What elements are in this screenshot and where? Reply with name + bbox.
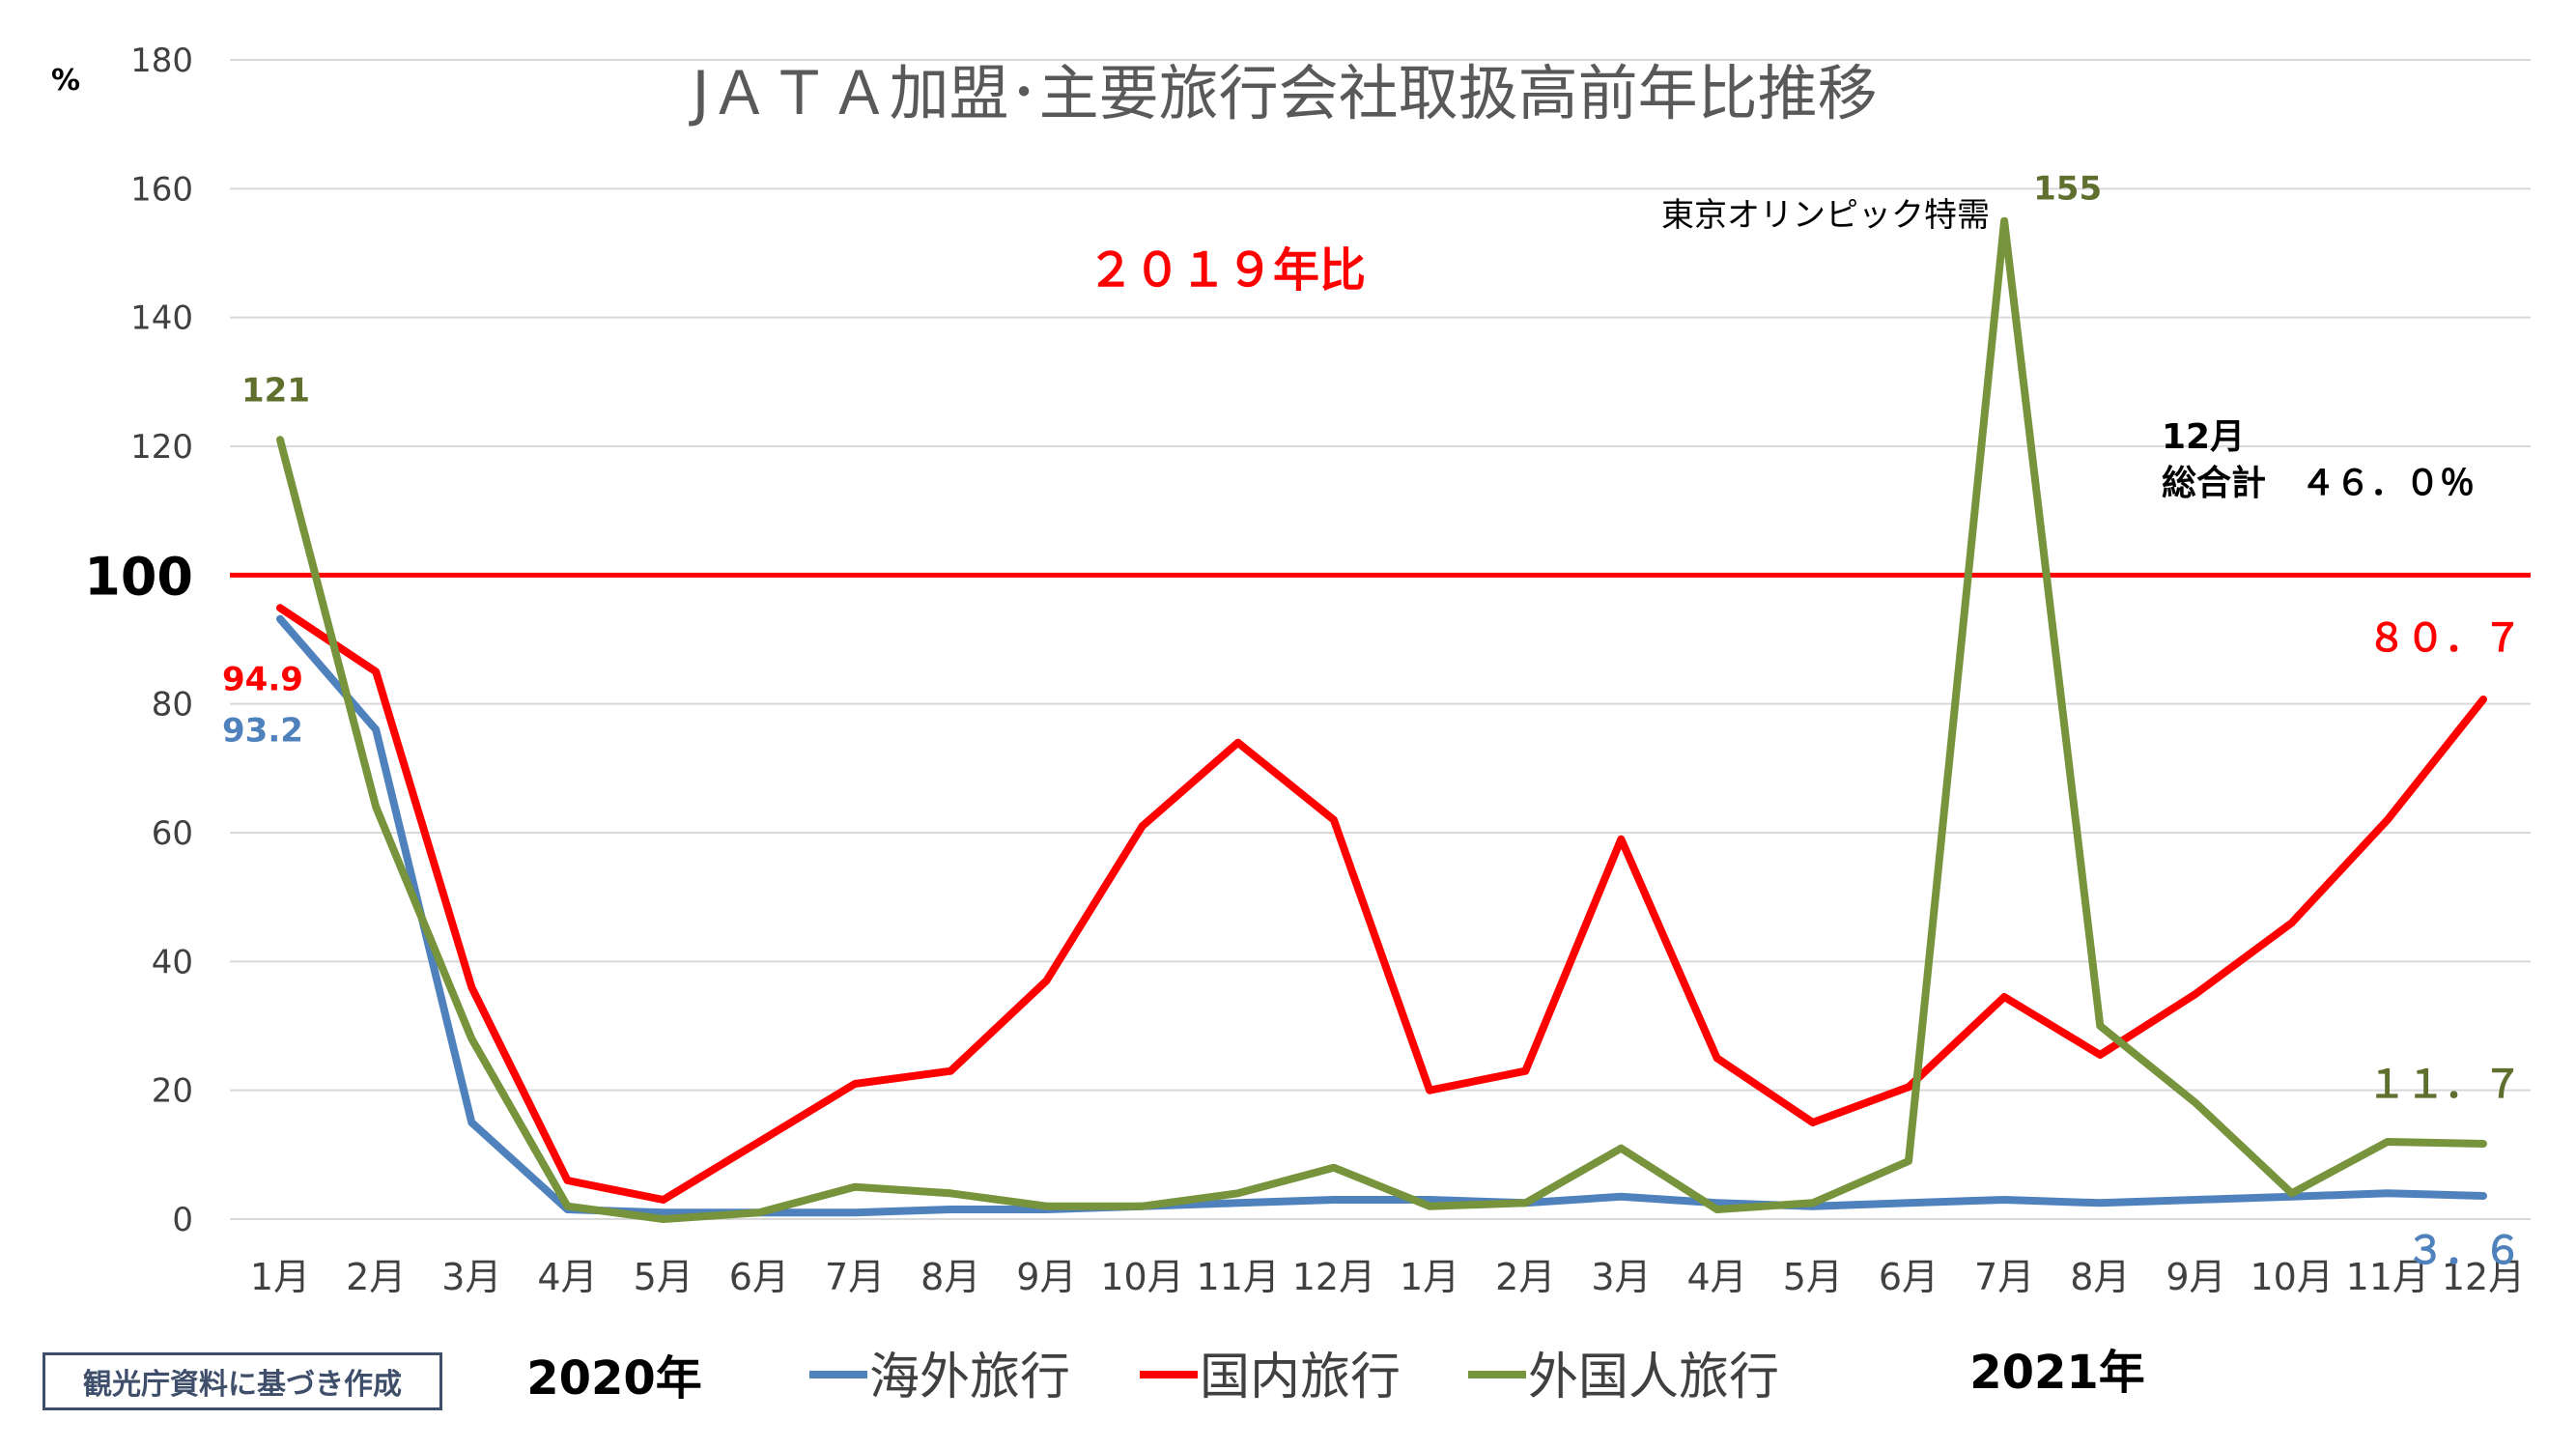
y-tick-label: 160 bbox=[130, 170, 193, 209]
legend-item-inbound: 外国人旅行 bbox=[1468, 1349, 1779, 1406]
y-tick-label: 120 bbox=[130, 428, 193, 467]
legend-label-domestic: 国内旅行 bbox=[1200, 1349, 1401, 1406]
legend-label-overseas: 海外旅行 bbox=[869, 1349, 1070, 1406]
reference-line-label: 100 bbox=[84, 546, 193, 607]
x-tick-label: 8月 bbox=[920, 1256, 980, 1298]
x-tick-label: 9月 bbox=[2166, 1256, 2225, 1298]
x-tick-label: 7月 bbox=[825, 1256, 885, 1298]
series-lines bbox=[276, 216, 2487, 1223]
x-tick-label: 10月 bbox=[2250, 1256, 2333, 1298]
year-label-2020: 2020年 bbox=[526, 1351, 702, 1406]
series-line-inbound bbox=[276, 216, 2487, 1223]
data-label: ８０．７ bbox=[2367, 616, 2522, 661]
legend-item-domestic: 国内旅行 bbox=[1140, 1349, 1401, 1406]
x-tick-label: 5月 bbox=[1783, 1256, 1843, 1298]
y-axis-unit: % bbox=[51, 64, 80, 98]
y-axis-ticks: 0 20 40 60 80 120 140 160 180 bbox=[130, 42, 193, 1239]
y-tick-label: 0 bbox=[172, 1201, 193, 1239]
reference-line-group: 100 bbox=[84, 546, 2531, 607]
x-tick-label: 5月 bbox=[634, 1256, 694, 1298]
gridlines bbox=[230, 59, 2531, 1220]
x-tick-label: 11月 bbox=[2346, 1256, 2429, 1298]
chart-subtitle: ２０１９年比 bbox=[1088, 243, 1366, 298]
x-tick-label: 1月 bbox=[250, 1256, 310, 1298]
legend-label-inbound: 外国人旅行 bbox=[1528, 1349, 1779, 1406]
year-label-2021: 2021年 bbox=[1969, 1346, 2145, 1400]
data-labels: 121 94.9 93.2 155 ８０．７ １１．７ ３．６ bbox=[222, 170, 2522, 1273]
y-tick-label: 140 bbox=[130, 299, 193, 338]
x-tick-label: 1月 bbox=[1400, 1256, 1459, 1298]
y-tick-label: 80 bbox=[152, 686, 193, 724]
x-tick-label: 3月 bbox=[1591, 1256, 1651, 1298]
series-line-domestic bbox=[276, 604, 2487, 1204]
legend: 海外旅行 国内旅行 外国人旅行 bbox=[809, 1349, 1779, 1406]
y-tick-label: 40 bbox=[152, 943, 193, 981]
total-month-label: 12月 bbox=[2162, 417, 2245, 457]
x-tick-label: 4月 bbox=[1687, 1256, 1747, 1298]
x-tick-label: 4月 bbox=[537, 1256, 597, 1298]
legend-item-overseas: 海外旅行 bbox=[809, 1349, 1070, 1406]
data-label: ３．６ bbox=[2406, 1229, 2522, 1273]
x-tick-label: 2月 bbox=[346, 1256, 406, 1298]
data-label: １１．７ bbox=[2367, 1063, 2522, 1107]
x-tick-label: 10月 bbox=[1100, 1256, 1183, 1298]
data-label: 121 bbox=[241, 371, 310, 410]
y-tick-label: 180 bbox=[130, 42, 193, 80]
x-tick-label: 12月 bbox=[2442, 1256, 2525, 1298]
total-value-label: 総合計 ４６．０％ bbox=[2162, 464, 2475, 503]
y-tick-label: 60 bbox=[152, 814, 193, 853]
data-label: 93.2 bbox=[222, 712, 303, 751]
x-tick-label: 9月 bbox=[1016, 1256, 1076, 1298]
x-tick-label: 3月 bbox=[441, 1256, 501, 1298]
source-note: 観光庁資料に基づき作成 bbox=[42, 1352, 442, 1410]
x-tick-label: 8月 bbox=[2070, 1256, 2130, 1298]
chart-title: JＡＴＡ加盟･主要旅行会社取扱高前年比推移 bbox=[688, 58, 1877, 128]
x-tick-label: 11月 bbox=[1197, 1256, 1280, 1298]
data-label: 94.9 bbox=[222, 660, 303, 698]
series-line-overseas bbox=[276, 614, 2487, 1217]
x-tick-label: 6月 bbox=[729, 1256, 789, 1298]
x-tick-label: 7月 bbox=[1974, 1256, 2034, 1298]
x-tick-label: 12月 bbox=[1292, 1256, 1375, 1298]
x-axis-ticks: 1月 2月 3月 4月 5月 6月 7月 8月 9月 10月 11月 12月 1月 2月 3月 4月 5月 6月 7… bbox=[250, 1256, 2525, 1298]
olympic-annotation: 東京オリンピック特需 bbox=[1661, 196, 1990, 235]
data-label: 155 bbox=[2033, 170, 2102, 209]
x-tick-label: 6月 bbox=[1879, 1256, 1939, 1298]
x-tick-label: 2月 bbox=[1495, 1256, 1555, 1298]
y-tick-label: 20 bbox=[152, 1072, 193, 1111]
